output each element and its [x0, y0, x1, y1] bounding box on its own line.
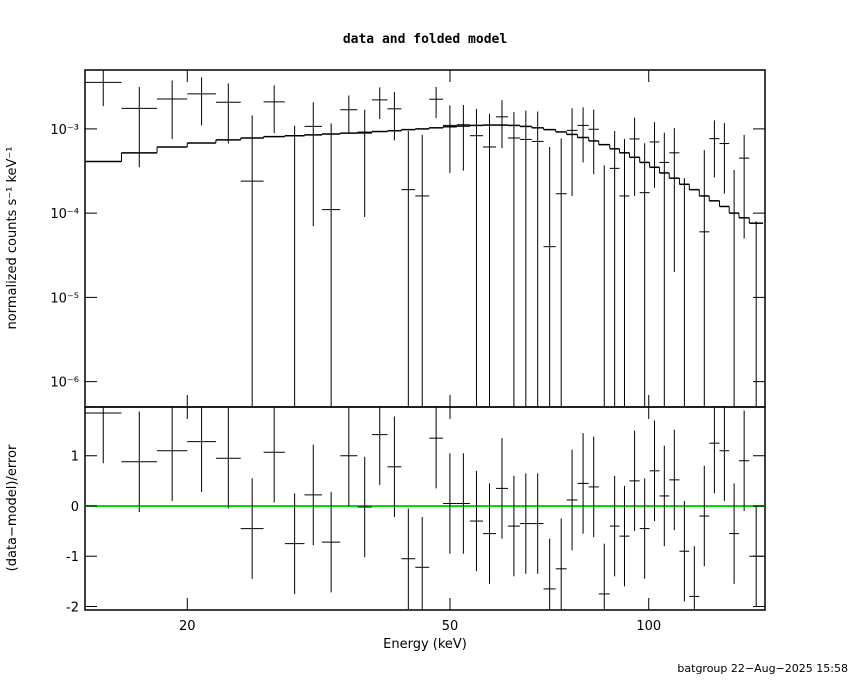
y-tick-label: 10⁻⁵: [50, 291, 79, 306]
y-tick-label: 0: [71, 500, 79, 515]
x-tick-label: 100: [636, 619, 661, 634]
y-tick-label: 1: [71, 450, 79, 465]
x-axis-label: Energy (keV): [383, 637, 467, 652]
x-tick-label: 50: [442, 619, 459, 634]
y-tick-label: -2: [66, 600, 79, 615]
x-tick-label: 20: [179, 619, 196, 634]
y-tick-label: 10⁻⁶: [50, 376, 79, 391]
footer: batgroup 22−Aug−2025 15:58: [677, 662, 848, 675]
plot-area: [85, 70, 764, 407]
bottom-frame: [84, 406, 766, 611]
y-tick-label: 10⁻⁴: [50, 207, 79, 222]
y-tick-label: 10⁻³: [50, 123, 79, 138]
chart-title: data and folded model: [343, 32, 507, 47]
y-tick-label: -1: [66, 550, 79, 565]
y-axis-label: normalized counts s⁻¹ keV⁻¹: [5, 147, 20, 330]
plot-area: [85, 407, 765, 610]
y-axis-label: (data−model)/error: [5, 444, 20, 571]
